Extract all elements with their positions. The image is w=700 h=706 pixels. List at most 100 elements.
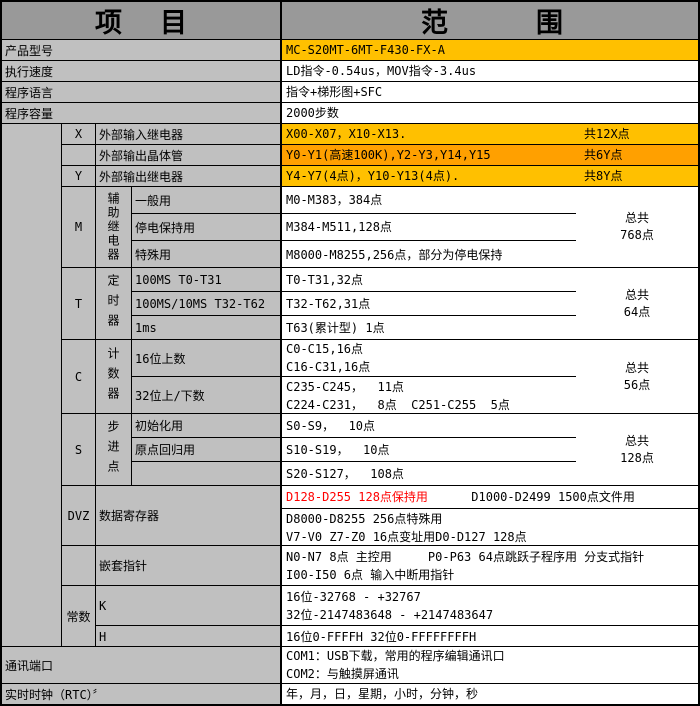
s-key: S bbox=[62, 414, 96, 485]
output-relay-range-text: Y4-Y7(4点)，Y10-Y13(4点). bbox=[286, 169, 460, 183]
s-category: 步进点 bbox=[96, 414, 132, 485]
comm-port-label: 通讯端口 bbox=[2, 647, 282, 683]
dvz-row-retentive: D128-D255 128点保持用 D1000-D2499 1500点文件用 bbox=[282, 486, 698, 509]
m-row-latched: 停电保持用 M384-M511,128点 bbox=[132, 214, 576, 241]
t-row-10ms: 100MS/10MS T32-T62 T32-T62,31点 bbox=[132, 292, 576, 316]
constant-k-label: K bbox=[96, 586, 282, 625]
t-total-cell: 总共 64点 bbox=[576, 268, 698, 339]
dvz-row-special-index: D8000-D8255 256点特殊用 V7-V0 Z7-Z0 16点变址用D0… bbox=[282, 509, 698, 545]
section-dvz: DVZ 数据寄存器 D128-D255 128点保持用 D1000-D2499 … bbox=[62, 486, 698, 546]
header-range-cell: 范围 bbox=[282, 2, 698, 39]
c-row-16bit: 16位上数 C0-C15,16点 C16-C31,16点 bbox=[132, 340, 576, 377]
table-header-row: 项目 范围 bbox=[2, 2, 698, 40]
constant-rows: K 16位-32768 - +32767 32位-2147483648 - +2… bbox=[96, 586, 698, 646]
header-range-label: 范围 bbox=[421, 8, 651, 39]
s-homing-label: 原点回归用 bbox=[132, 438, 282, 461]
m-latched-label: 停电保持用 bbox=[132, 214, 282, 240]
t-row-100ms: 100MS T0-T31 T0-T31,32点 bbox=[132, 268, 576, 292]
m-special-label: 特殊用 bbox=[132, 241, 282, 267]
row-comm-port: 通讯端口 COM1：USB下载，常用的程序编辑通讯口 COM2：与触摸屏通讯 bbox=[2, 647, 698, 684]
dvz-retentive-highlight: D128-D255 128点保持用 bbox=[286, 490, 428, 504]
m-general-value: M0-M383，384点 bbox=[282, 187, 576, 213]
t-10ms-value: T32-T62,31点 bbox=[282, 292, 576, 315]
header-item-cell: 项目 bbox=[2, 2, 282, 39]
m-total-title: 总共 bbox=[624, 211, 649, 225]
m-row-general: 一般用 M0-M383，384点 bbox=[132, 187, 576, 214]
section-c: C 计数器 16位上数 C0-C15,16点 C16-C31,16点 32位上/… bbox=[62, 340, 698, 414]
c-rows: 16位上数 C0-C15,16点 C16-C31,16点 32位上/下数 C23… bbox=[132, 340, 576, 413]
m-rows: 一般用 M0-M383，384点 停电保持用 M384-M511,128点 特殊… bbox=[132, 187, 576, 267]
row-output-transistor: 外部输出晶体管 Y0-Y1(高速100K),Y2-Y3,Y14,Y15 共6Y点 bbox=[62, 145, 698, 166]
m-general-label: 一般用 bbox=[132, 187, 282, 213]
section-m: M 辅助继电器 一般用 M0-M383，384点 停电保持用 M384-M511… bbox=[62, 187, 698, 268]
output-transistor-range-text: Y0-Y1(高速100K),Y2-Y3,Y14,Y15 bbox=[286, 148, 491, 162]
exec-speed-value: LD指令-0.54us，MOV指令-3.4us bbox=[286, 64, 477, 78]
row-input-relay: X 外部输入继电器 X00-X07，X10-X13. 共12X点 bbox=[62, 124, 698, 145]
t-row-1ms: 1ms T63(累计型) 1点 bbox=[132, 316, 576, 339]
m-special-value: M8000-M8255,256点，部分为停电保持 bbox=[282, 241, 576, 267]
s-total-title: 总共 bbox=[624, 433, 649, 448]
s-row-general: S20-S127， 108点 bbox=[132, 462, 576, 485]
row-program-capacity: 程序容量 2000步数 bbox=[2, 103, 698, 124]
product-model-label: 产品型号 bbox=[2, 40, 282, 60]
program-language-label: 程序语言 bbox=[2, 82, 282, 102]
program-capacity-label: 程序容量 bbox=[2, 103, 282, 123]
section-constant: 常数 K 16位-32768 - +32767 32位-2147483648 -… bbox=[62, 586, 698, 646]
rtc-label: 实时时钟（RTC）〞 bbox=[2, 684, 282, 704]
m-total-value: 768点 bbox=[620, 228, 654, 242]
s-init-value: S0-S9， 10点 bbox=[282, 414, 576, 437]
dvz-key: DVZ bbox=[62, 486, 96, 545]
constant-h-value: 16位0-FFFFH 32位0-FFFFFFFFH bbox=[286, 629, 477, 644]
nested-pointer-value: N0-N7 8点 主控用 P0-P63 64点跳跃子程序用 分支式指针 I00-… bbox=[286, 549, 645, 582]
t-category: 定时器 bbox=[96, 268, 132, 339]
m-latched-value: M384-M511,128点 bbox=[282, 214, 576, 240]
rtc-value: 年，月，日，星期，小时，分钟，秒 bbox=[286, 687, 479, 701]
constant-row-h: H 16位0-FFFFH 32位0-FFFFFFFFH bbox=[96, 626, 698, 646]
device-key-blank bbox=[62, 145, 96, 165]
constant-key: 常数 bbox=[62, 586, 96, 646]
row-output-relay: Y 外部输出继电器 Y4-Y7(4点)，Y10-Y13(4点). 共8Y点 bbox=[62, 166, 698, 187]
output-relay-label: 外部输出继电器 bbox=[96, 166, 282, 186]
m-row-special: 特殊用 M8000-M8255,256点，部分为停电保持 bbox=[132, 241, 576, 267]
section-t: T 定时器 100MS T0-T31 T0-T31,32点 100MS/10MS… bbox=[62, 268, 698, 340]
row-rtc: 实时时钟（RTC）〞 年，月，日，星期，小时，分钟，秒 bbox=[2, 684, 698, 704]
exec-speed-label: 执行速度 bbox=[2, 61, 282, 81]
output-relay-range: Y4-Y7(4点)，Y10-Y13(4点). 共8Y点 bbox=[282, 166, 698, 186]
output-transistor-range: Y0-Y1(高速100K),Y2-Y3,Y14,Y15 共6Y点 bbox=[282, 145, 698, 165]
program-capacity-value: 2000步数 bbox=[286, 106, 339, 120]
s-key-label: S bbox=[74, 442, 83, 457]
comm-port-value: COM1：USB下载，常用的程序编辑通讯口 COM2：与触摸屏通讯 bbox=[286, 649, 505, 681]
s-init-label: 初始化用 bbox=[132, 414, 282, 437]
device-key-x: X bbox=[62, 124, 96, 144]
input-relay-total: 共12X点 bbox=[584, 127, 630, 141]
s-total-cell: 总共 128点 bbox=[576, 414, 698, 485]
t-total-title: 总共 bbox=[624, 287, 649, 302]
row-product-model: 产品型号 MC-S20MT-6MT-F430-FX-A bbox=[2, 40, 698, 61]
c-row-32bit: 32位上/下数 C235-C245， 11点 C224-C231， 8点 C25… bbox=[132, 377, 576, 413]
dvz-retentive-value: D128-D255 128点保持用 D1000-D2499 1500点文件用 bbox=[282, 486, 698, 508]
t-10ms-label: 100MS/10MS T32-T62 bbox=[132, 292, 282, 315]
dvz-file-register: D1000-D2499 1500点文件用 bbox=[427, 490, 635, 504]
device-key-y-label: Y bbox=[74, 169, 83, 183]
dvz-label: 数据寄存器 bbox=[96, 486, 282, 545]
t-key-label: T bbox=[74, 296, 83, 311]
constant-h-label: H bbox=[96, 626, 282, 646]
input-relay-range-text: X00-X07，X10-X13. bbox=[286, 127, 407, 141]
nested-pointer-label: 嵌套指针 bbox=[96, 546, 282, 585]
m-total-cell: 总共 768点 bbox=[576, 187, 698, 267]
input-relay-range: X00-X07，X10-X13. 共12X点 bbox=[282, 124, 698, 144]
constant-key-label: 常数 bbox=[66, 610, 91, 624]
c-total-cell: 总共 56点 bbox=[576, 340, 698, 413]
row-nested-pointer: 嵌套指针 N0-N7 8点 主控用 P0-P63 64点跳跃子程序用 分支式指针… bbox=[62, 546, 698, 586]
t-category-label: 定时器 bbox=[106, 273, 120, 334]
s-general-label bbox=[132, 462, 282, 485]
s-homing-value: S10-S19， 10点 bbox=[282, 438, 576, 461]
c-total-value: 56点 bbox=[623, 377, 651, 392]
s-row-init: 初始化用 S0-S9， 10点 bbox=[132, 414, 576, 438]
dvz-special-index-value: D8000-D8255 256点特殊用 V7-V0 Z7-Z0 16点变址用D0… bbox=[286, 511, 527, 544]
constant-row-k: K 16位-32768 - +32767 32位-2147483648 - +2… bbox=[96, 586, 698, 626]
device-band: X 外部输入继电器 X00-X07，X10-X13. 共12X点 外部输出晶体管… bbox=[2, 124, 698, 647]
c-key: C bbox=[62, 340, 96, 413]
output-relay-total: 共8Y点 bbox=[584, 169, 623, 183]
